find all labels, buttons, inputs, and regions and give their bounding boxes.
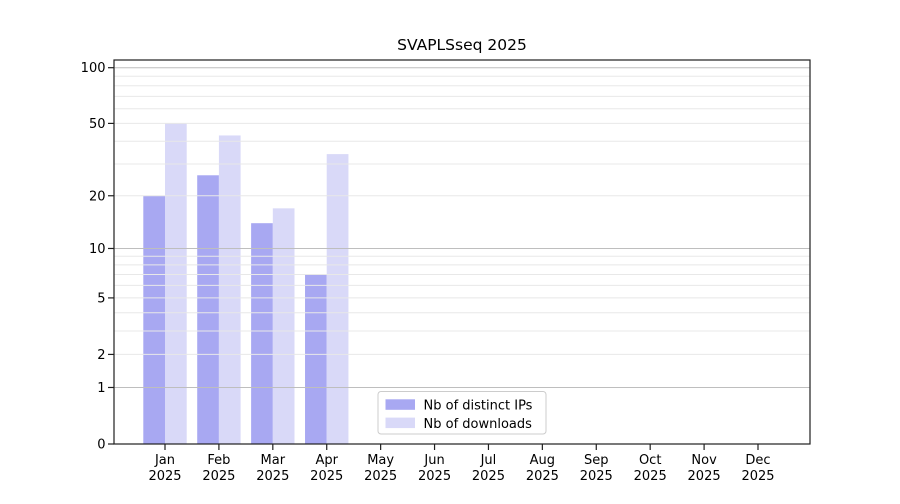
x-tick-label-jun: Jun 2025 [418, 453, 451, 484]
x-tick-label-may: May 2025 [364, 453, 397, 484]
x-tick-label-feb: Feb 2025 [202, 453, 235, 484]
gridlines-layer [114, 67, 810, 388]
x-tick-label-jul: Jul 2025 [472, 453, 505, 484]
x-tick-label-oct: Oct 2025 [634, 453, 667, 484]
plot-border [113, 59, 811, 445]
x-tick-label-apr: Apr 2025 [310, 453, 343, 484]
x-tick-label-aug: Aug 2025 [526, 453, 559, 484]
y-tick-label-10: 10 [89, 242, 106, 257]
y-tick-label-100: 100 [81, 61, 106, 76]
y-tick-label-1: 1 [97, 381, 105, 396]
y-axis-labels: 0 1 2 5 10 20 50 100 [81, 61, 106, 452]
x-tick-label-mar: Mar 2025 [256, 453, 289, 484]
y-tick-label-20: 20 [89, 189, 106, 204]
y-tick-label-0: 0 [97, 438, 105, 453]
chart-title: SVAPLSseq 2025 [397, 36, 527, 54]
legend-swatch-downloads [385, 417, 415, 429]
x-tick-label-sep: Sep 2025 [580, 453, 613, 484]
legend-box [377, 391, 547, 435]
bar-nb-of-downloads-feb [218, 135, 241, 444]
bars-layer [143, 123, 349, 445]
bar-nb-of-distinct-ips-feb [197, 175, 219, 444]
bar-nb-of-distinct-ips-jan [143, 195, 165, 444]
bar-nb-of-downloads-mar [272, 208, 295, 444]
legend-label-downloads: Nb of downloads [424, 417, 533, 432]
bar-nb-of-downloads-apr [326, 154, 349, 445]
y-tick-label-5: 5 [97, 291, 105, 306]
legend-swatch-distinct-ips [385, 399, 415, 410]
bar-nb-of-distinct-ips-mar [251, 223, 273, 444]
x-axis-labels: Jan 2025 Feb 2025 Mar 2025 Apr 2025 May 2025 Jun 20… [148, 453, 774, 484]
x-tick-label-jan: Jan 2025 [148, 453, 181, 484]
axes-layer [108, 59, 811, 450]
x-tick-label-dec: Dec 2025 [741, 453, 774, 484]
bar-nb-of-distinct-ips-apr [305, 274, 327, 444]
legend: Nb of distinct IPs Nb of downloads [377, 391, 547, 435]
y-tick-label-50: 50 [89, 117, 106, 132]
y-tick-label-2: 2 [97, 348, 105, 363]
legend-label-distinct-ips: Nb of distinct IPs [424, 399, 533, 414]
bar-nb-of-downloads-jan [165, 123, 187, 444]
x-tick-label-nov: Nov 2025 [688, 453, 721, 484]
